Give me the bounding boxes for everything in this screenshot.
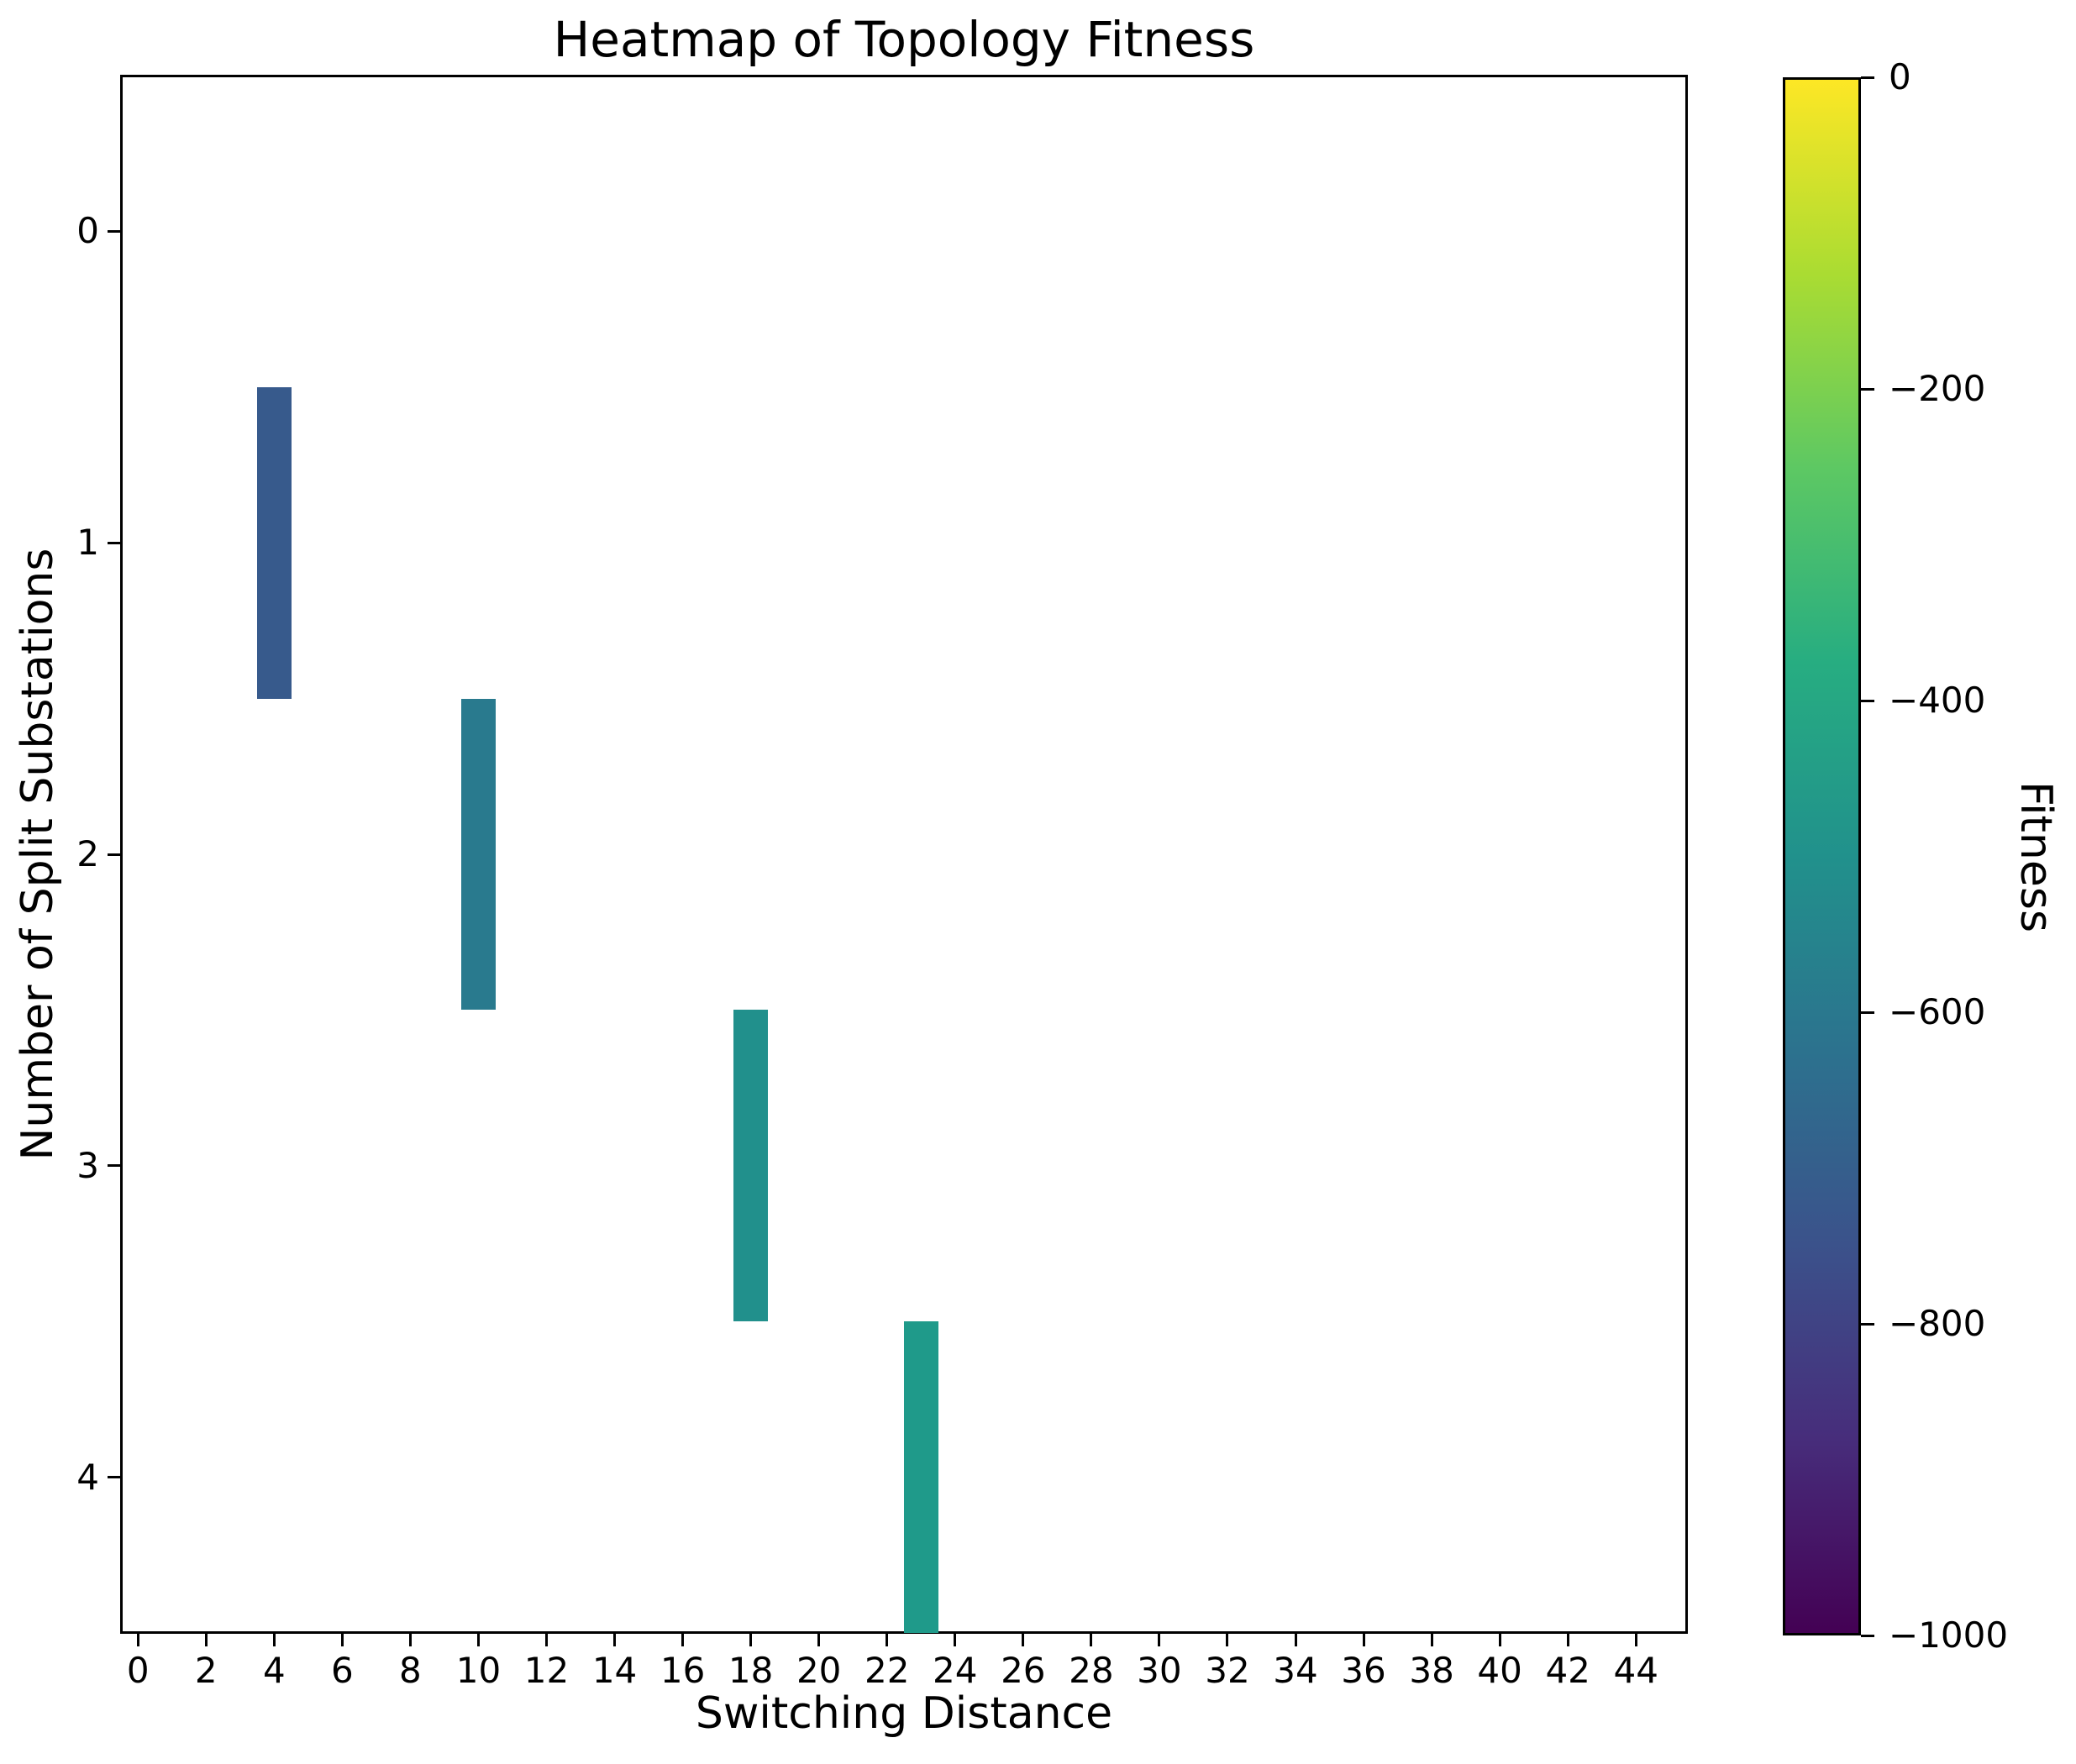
y-tickmark <box>108 229 121 233</box>
x-tick-label: 14 <box>591 1650 638 1691</box>
heatmap-cell <box>461 698 496 1011</box>
x-tickmark <box>817 1633 821 1646</box>
x-tick-label: 2 <box>194 1650 218 1691</box>
heatmap-cell <box>257 386 292 699</box>
y-axis-label: Number of Split Substations <box>13 548 63 1161</box>
colorbar-tick-label: −800 <box>1889 1303 1986 1344</box>
x-tick-label: 38 <box>1409 1650 1454 1691</box>
colorbar-label: Fitness <box>2010 780 2061 933</box>
x-tickmark <box>1226 1633 1229 1646</box>
colorbar-tickmark <box>1861 699 1874 702</box>
y-tickmark <box>108 853 121 856</box>
x-tick-label: 6 <box>331 1650 354 1691</box>
x-tickmark <box>1498 1633 1501 1646</box>
x-tickmark <box>1022 1633 1025 1646</box>
x-tickmark <box>1634 1633 1637 1646</box>
x-tick-label: 8 <box>399 1650 422 1691</box>
x-tick-label: 4 <box>262 1650 286 1691</box>
colorbar-tick-label: −400 <box>1889 680 1986 721</box>
x-tickmark <box>476 1633 480 1646</box>
x-tick-label: 0 <box>126 1650 150 1691</box>
x-tickmark <box>1158 1633 1161 1646</box>
x-tick-label: 22 <box>865 1650 910 1691</box>
x-tickmark <box>272 1633 276 1646</box>
x-tickmark <box>1090 1633 1093 1646</box>
x-tickmark <box>613 1633 617 1646</box>
y-tick-label: 0 <box>76 210 99 252</box>
colorbar-tick-label: 0 <box>1889 56 1911 97</box>
y-tick-label: 4 <box>76 1456 99 1498</box>
y-tick-label: 2 <box>76 833 99 874</box>
x-tickmark <box>681 1633 685 1646</box>
colorbar-tickmark <box>1861 1011 1874 1014</box>
y-tick-label: 1 <box>76 522 99 564</box>
y-tickmark <box>108 1164 121 1168</box>
colorbar-tick-label: −600 <box>1889 991 1986 1032</box>
x-tick-label: 44 <box>1613 1650 1658 1691</box>
x-tickmark <box>204 1633 208 1646</box>
x-tickmark <box>1362 1633 1365 1646</box>
x-tick-label: 42 <box>1545 1650 1590 1691</box>
x-tickmark <box>408 1633 412 1646</box>
colorbar-tick-label: −1000 <box>1889 1614 2009 1656</box>
x-tickmark <box>749 1633 753 1646</box>
colorbar-tickmark <box>1861 1634 1874 1637</box>
x-tick-label: 32 <box>1205 1650 1250 1691</box>
colorbar-tickmark <box>1861 76 1874 79</box>
y-tick-label: 3 <box>76 1144 99 1186</box>
x-tickmark <box>340 1633 344 1646</box>
x-tick-label: 10 <box>455 1650 502 1691</box>
x-tickmark <box>545 1633 549 1646</box>
colorbar-tickmark <box>1861 1322 1874 1326</box>
heatmap-cell <box>733 1010 768 1322</box>
x-tick-label: 12 <box>523 1650 570 1691</box>
x-tick-label: 40 <box>1477 1650 1522 1691</box>
y-tickmark <box>108 1476 121 1479</box>
x-tick-label: 26 <box>1001 1650 1046 1691</box>
x-tick-label: 18 <box>728 1650 774 1691</box>
colorbar-tickmark <box>1861 387 1874 391</box>
x-tick-label: 36 <box>1341 1650 1386 1691</box>
x-tickmark <box>1430 1633 1433 1646</box>
heatmap-cell <box>904 1321 938 1633</box>
x-tick-label: 16 <box>660 1650 706 1691</box>
x-tick-label: 28 <box>1069 1650 1114 1691</box>
x-tickmark <box>954 1633 957 1646</box>
x-tick-label: 30 <box>1137 1650 1182 1691</box>
x-tickmark <box>1294 1633 1297 1646</box>
colorbar-tick-label: −200 <box>1889 368 1986 409</box>
y-tickmark <box>108 541 121 544</box>
x-axis-label: Switching Distance <box>695 1688 1113 1739</box>
x-tick-label: 34 <box>1273 1650 1318 1691</box>
colorbar-gradient <box>1783 77 1861 1635</box>
x-tickmark <box>136 1633 139 1646</box>
x-tick-label: 24 <box>933 1650 978 1691</box>
x-tickmark <box>1566 1633 1569 1646</box>
x-tickmark <box>886 1633 889 1646</box>
chart-title: Heatmap of Topology Fitness <box>553 11 1255 68</box>
x-tick-label: 20 <box>796 1650 842 1691</box>
